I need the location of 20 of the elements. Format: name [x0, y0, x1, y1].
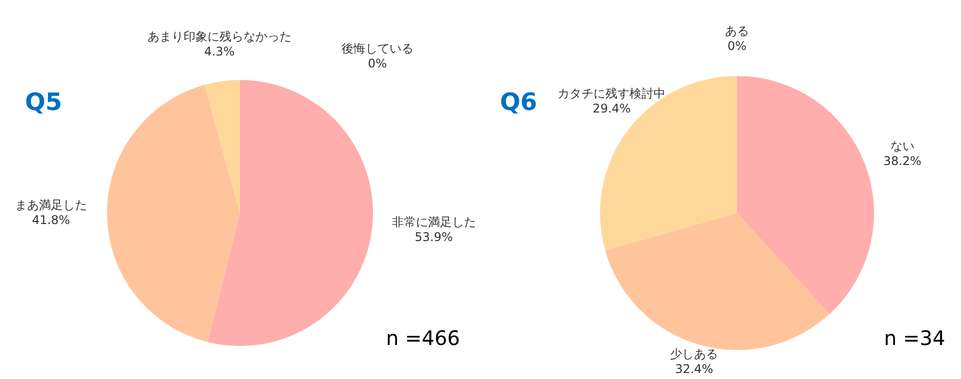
text: n =466: [386, 326, 460, 350]
slice-label: 非常に満足した: [392, 214, 476, 229]
category-label: 後悔している: [341, 42, 414, 56]
data-label: 53.9%: [414, 230, 453, 244]
text: Q6: [500, 88, 538, 116]
text: 0%: [727, 39, 747, 54]
text: n =34: [884, 326, 946, 350]
slice-label: ない: [890, 139, 914, 154]
text: 0%: [368, 56, 387, 71]
slice-label: まあ満足した: [15, 198, 88, 212]
slice-label: カタチに残す検討中: [558, 86, 666, 100]
data-label: 38.2%: [883, 154, 922, 168]
data-label: 32.4%: [675, 362, 714, 376]
data-label: 41.8%: [32, 213, 70, 228]
category-label: ある: [725, 24, 749, 38]
slice-label: あまり印象に残らなかった: [147, 30, 292, 44]
text: Q5: [25, 88, 62, 116]
data-label: 29.4%: [592, 101, 631, 116]
data-label: 4.3%: [204, 44, 235, 59]
slice-label: 少しある: [670, 347, 718, 362]
